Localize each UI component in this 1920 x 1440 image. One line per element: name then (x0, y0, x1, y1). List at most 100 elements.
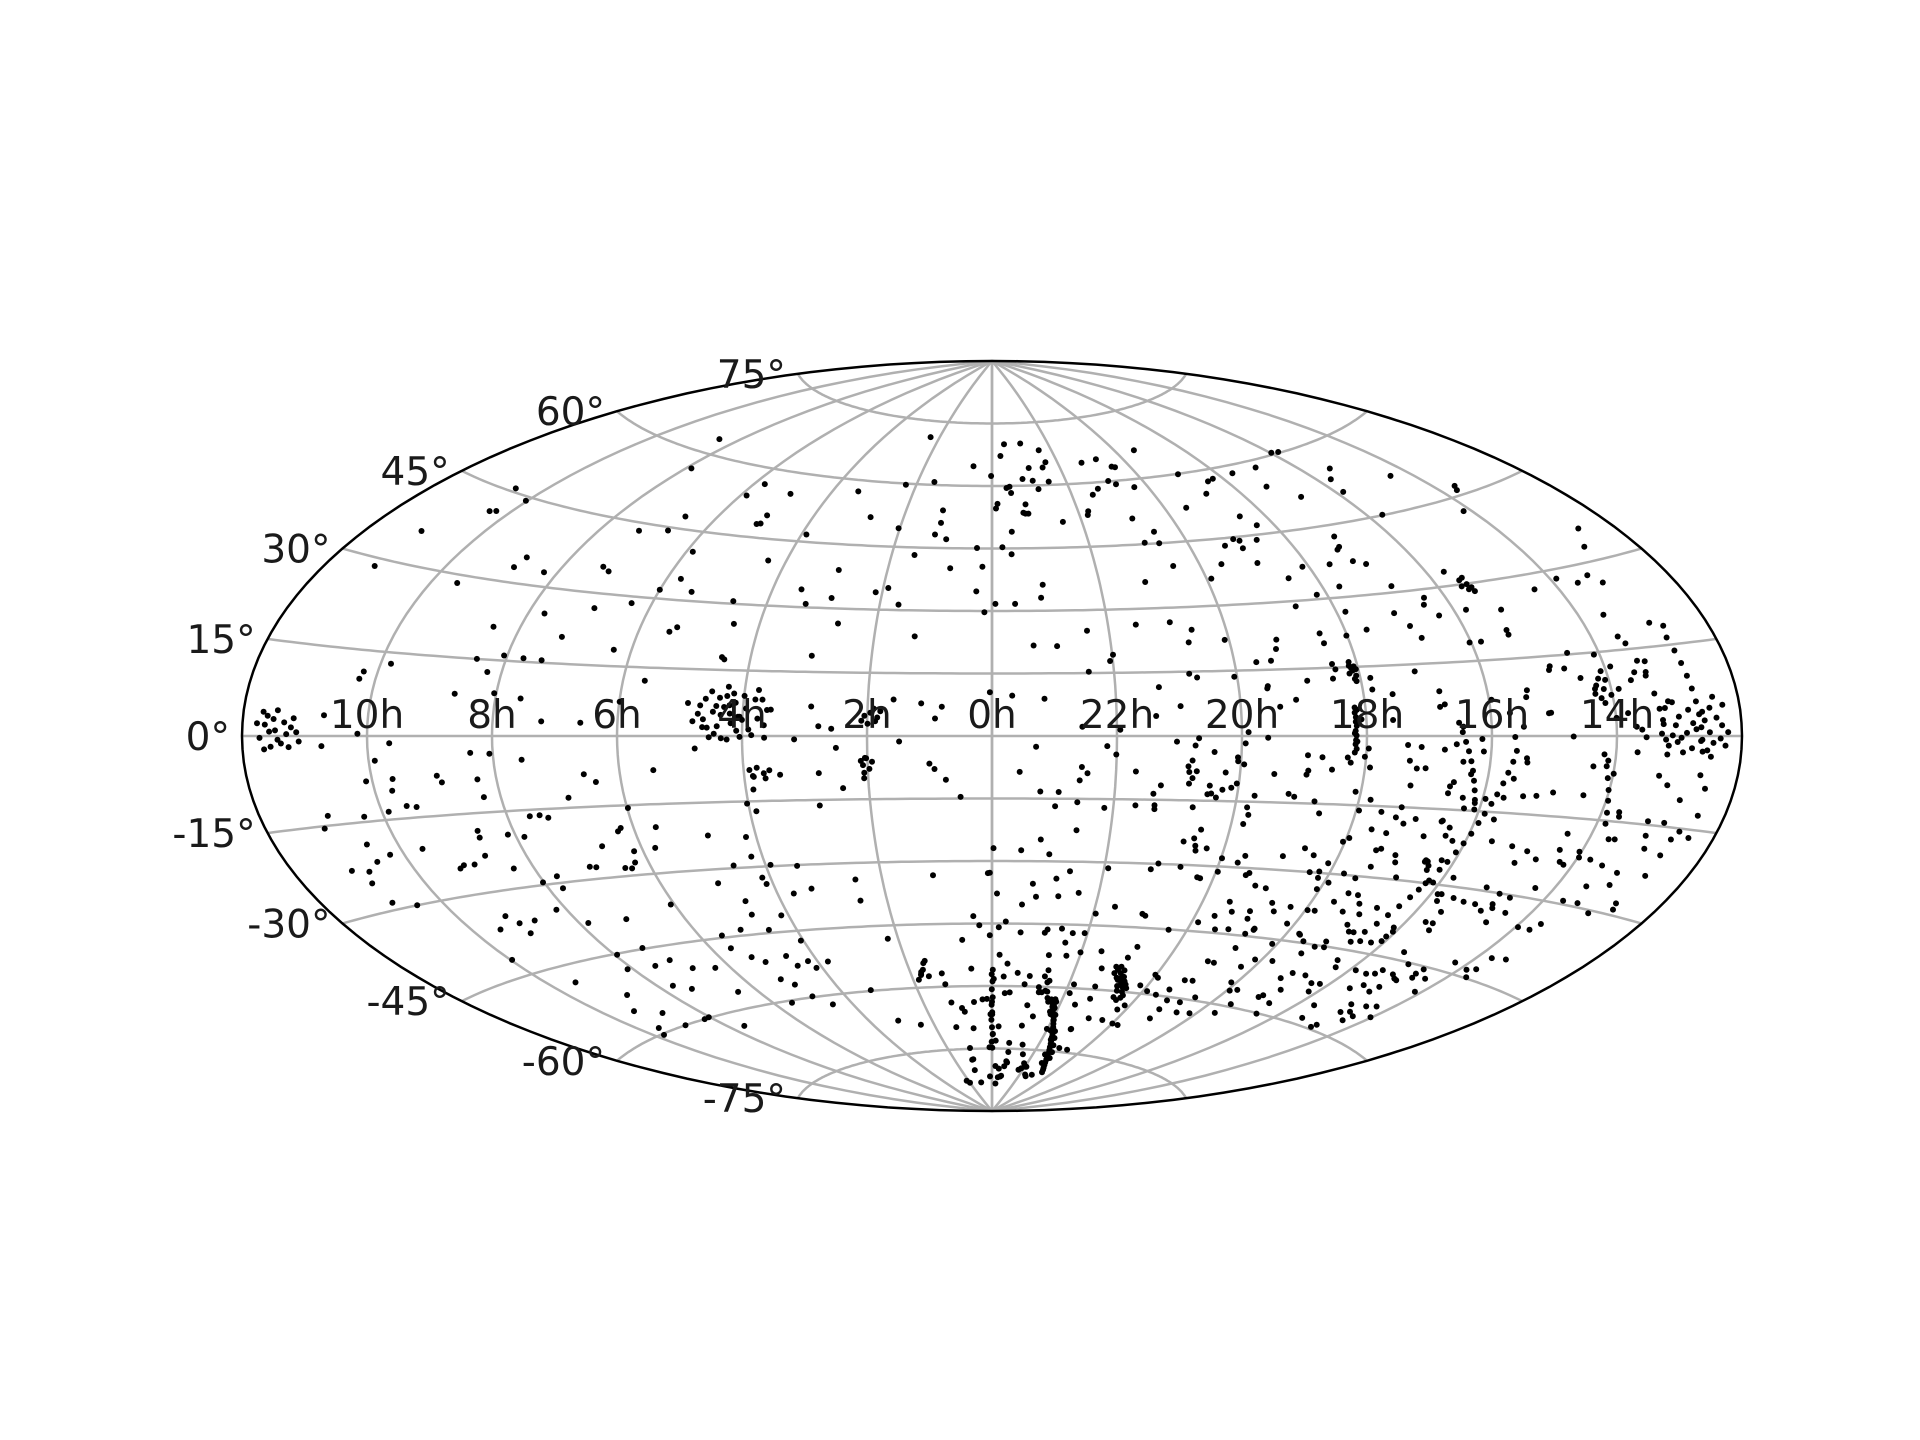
data-point (1390, 924, 1397, 931)
data-point (986, 869, 993, 876)
data-point (1577, 675, 1584, 681)
data-point (1378, 845, 1385, 852)
data-point (1373, 847, 1380, 854)
data-point (1113, 974, 1120, 981)
data-point (1296, 930, 1303, 937)
data-point (1699, 748, 1706, 755)
data-point (1363, 970, 1370, 977)
data-point (1210, 959, 1217, 966)
data-point (1329, 661, 1335, 667)
data-point (1241, 761, 1248, 768)
data-point (616, 698, 623, 705)
data-point (959, 936, 966, 943)
data-point (1560, 897, 1567, 904)
data-point (1242, 872, 1249, 879)
data-point (677, 575, 684, 582)
data-point (593, 864, 600, 871)
data-point (1674, 739, 1681, 745)
data-point (835, 620, 841, 627)
data-point (520, 655, 527, 662)
data-point (761, 734, 768, 741)
data-point (1194, 674, 1201, 681)
data-point (1022, 1071, 1029, 1078)
data-point (1438, 908, 1444, 915)
data-point (1306, 869, 1313, 876)
data-point (1085, 1015, 1092, 1022)
data-point (983, 995, 990, 1002)
data-point (1383, 830, 1390, 837)
data-point (1379, 511, 1386, 518)
data-point (947, 565, 954, 572)
data-point (1477, 907, 1484, 914)
data-point (989, 994, 996, 1001)
data-point (1277, 975, 1284, 982)
data-point (1434, 898, 1440, 904)
data-point (1244, 915, 1251, 922)
data-point (1101, 804, 1108, 811)
data-point (1506, 710, 1513, 716)
data-point (1379, 967, 1386, 974)
data-point (1291, 793, 1298, 800)
data-point (1353, 678, 1360, 685)
data-point (1052, 803, 1059, 810)
data-point (1367, 674, 1374, 681)
data-point (389, 787, 396, 794)
data-point (1355, 892, 1361, 899)
data-point (433, 772, 440, 779)
data-point (1595, 675, 1602, 682)
data-point (1664, 751, 1671, 758)
data-point (813, 964, 820, 971)
data-point (1460, 898, 1467, 905)
data-point (1494, 791, 1501, 798)
data-point (938, 970, 945, 977)
data-point (1099, 1017, 1106, 1023)
data-point (1678, 734, 1685, 741)
data-point (1304, 677, 1311, 684)
data-point (1069, 930, 1076, 937)
data-point (756, 687, 762, 693)
data-point (1077, 949, 1084, 956)
data-point (1515, 924, 1521, 931)
data-point (1044, 988, 1051, 995)
data-point (1029, 477, 1036, 484)
y-tick-label: 15° (186, 618, 255, 663)
data-point (1502, 909, 1509, 916)
data-point (652, 962, 659, 969)
data-point (1413, 765, 1420, 772)
data-point (1038, 989, 1045, 996)
data-point (997, 453, 1004, 459)
data-point (1602, 700, 1609, 706)
data-point (877, 708, 884, 715)
data-point (927, 434, 934, 441)
data-point (652, 824, 659, 831)
data-point (1022, 501, 1029, 508)
data-point (1353, 706, 1360, 713)
data-point (1533, 792, 1540, 799)
data-point (260, 708, 267, 715)
data-point (967, 1045, 973, 1051)
data-point (1605, 787, 1612, 793)
data-point (1646, 619, 1653, 626)
data-point (1339, 908, 1346, 915)
data-point (1661, 819, 1668, 826)
data-point (1118, 963, 1125, 970)
data-point (1092, 456, 1099, 463)
data-point (1352, 788, 1359, 795)
data-point (1356, 911, 1363, 918)
data-point (1453, 741, 1460, 748)
x-tick-label: 2h (842, 693, 892, 738)
data-point (688, 588, 695, 595)
data-point (540, 879, 546, 886)
data-point (748, 732, 755, 739)
data-point (511, 564, 517, 571)
data-point (1600, 686, 1607, 692)
data-point (1144, 988, 1151, 995)
data-point (1067, 868, 1073, 875)
data-point (1643, 734, 1650, 741)
data-point (354, 730, 361, 737)
data-point (1600, 611, 1607, 618)
data-point (264, 712, 271, 719)
data-point (1407, 782, 1414, 789)
data-point (857, 757, 864, 764)
